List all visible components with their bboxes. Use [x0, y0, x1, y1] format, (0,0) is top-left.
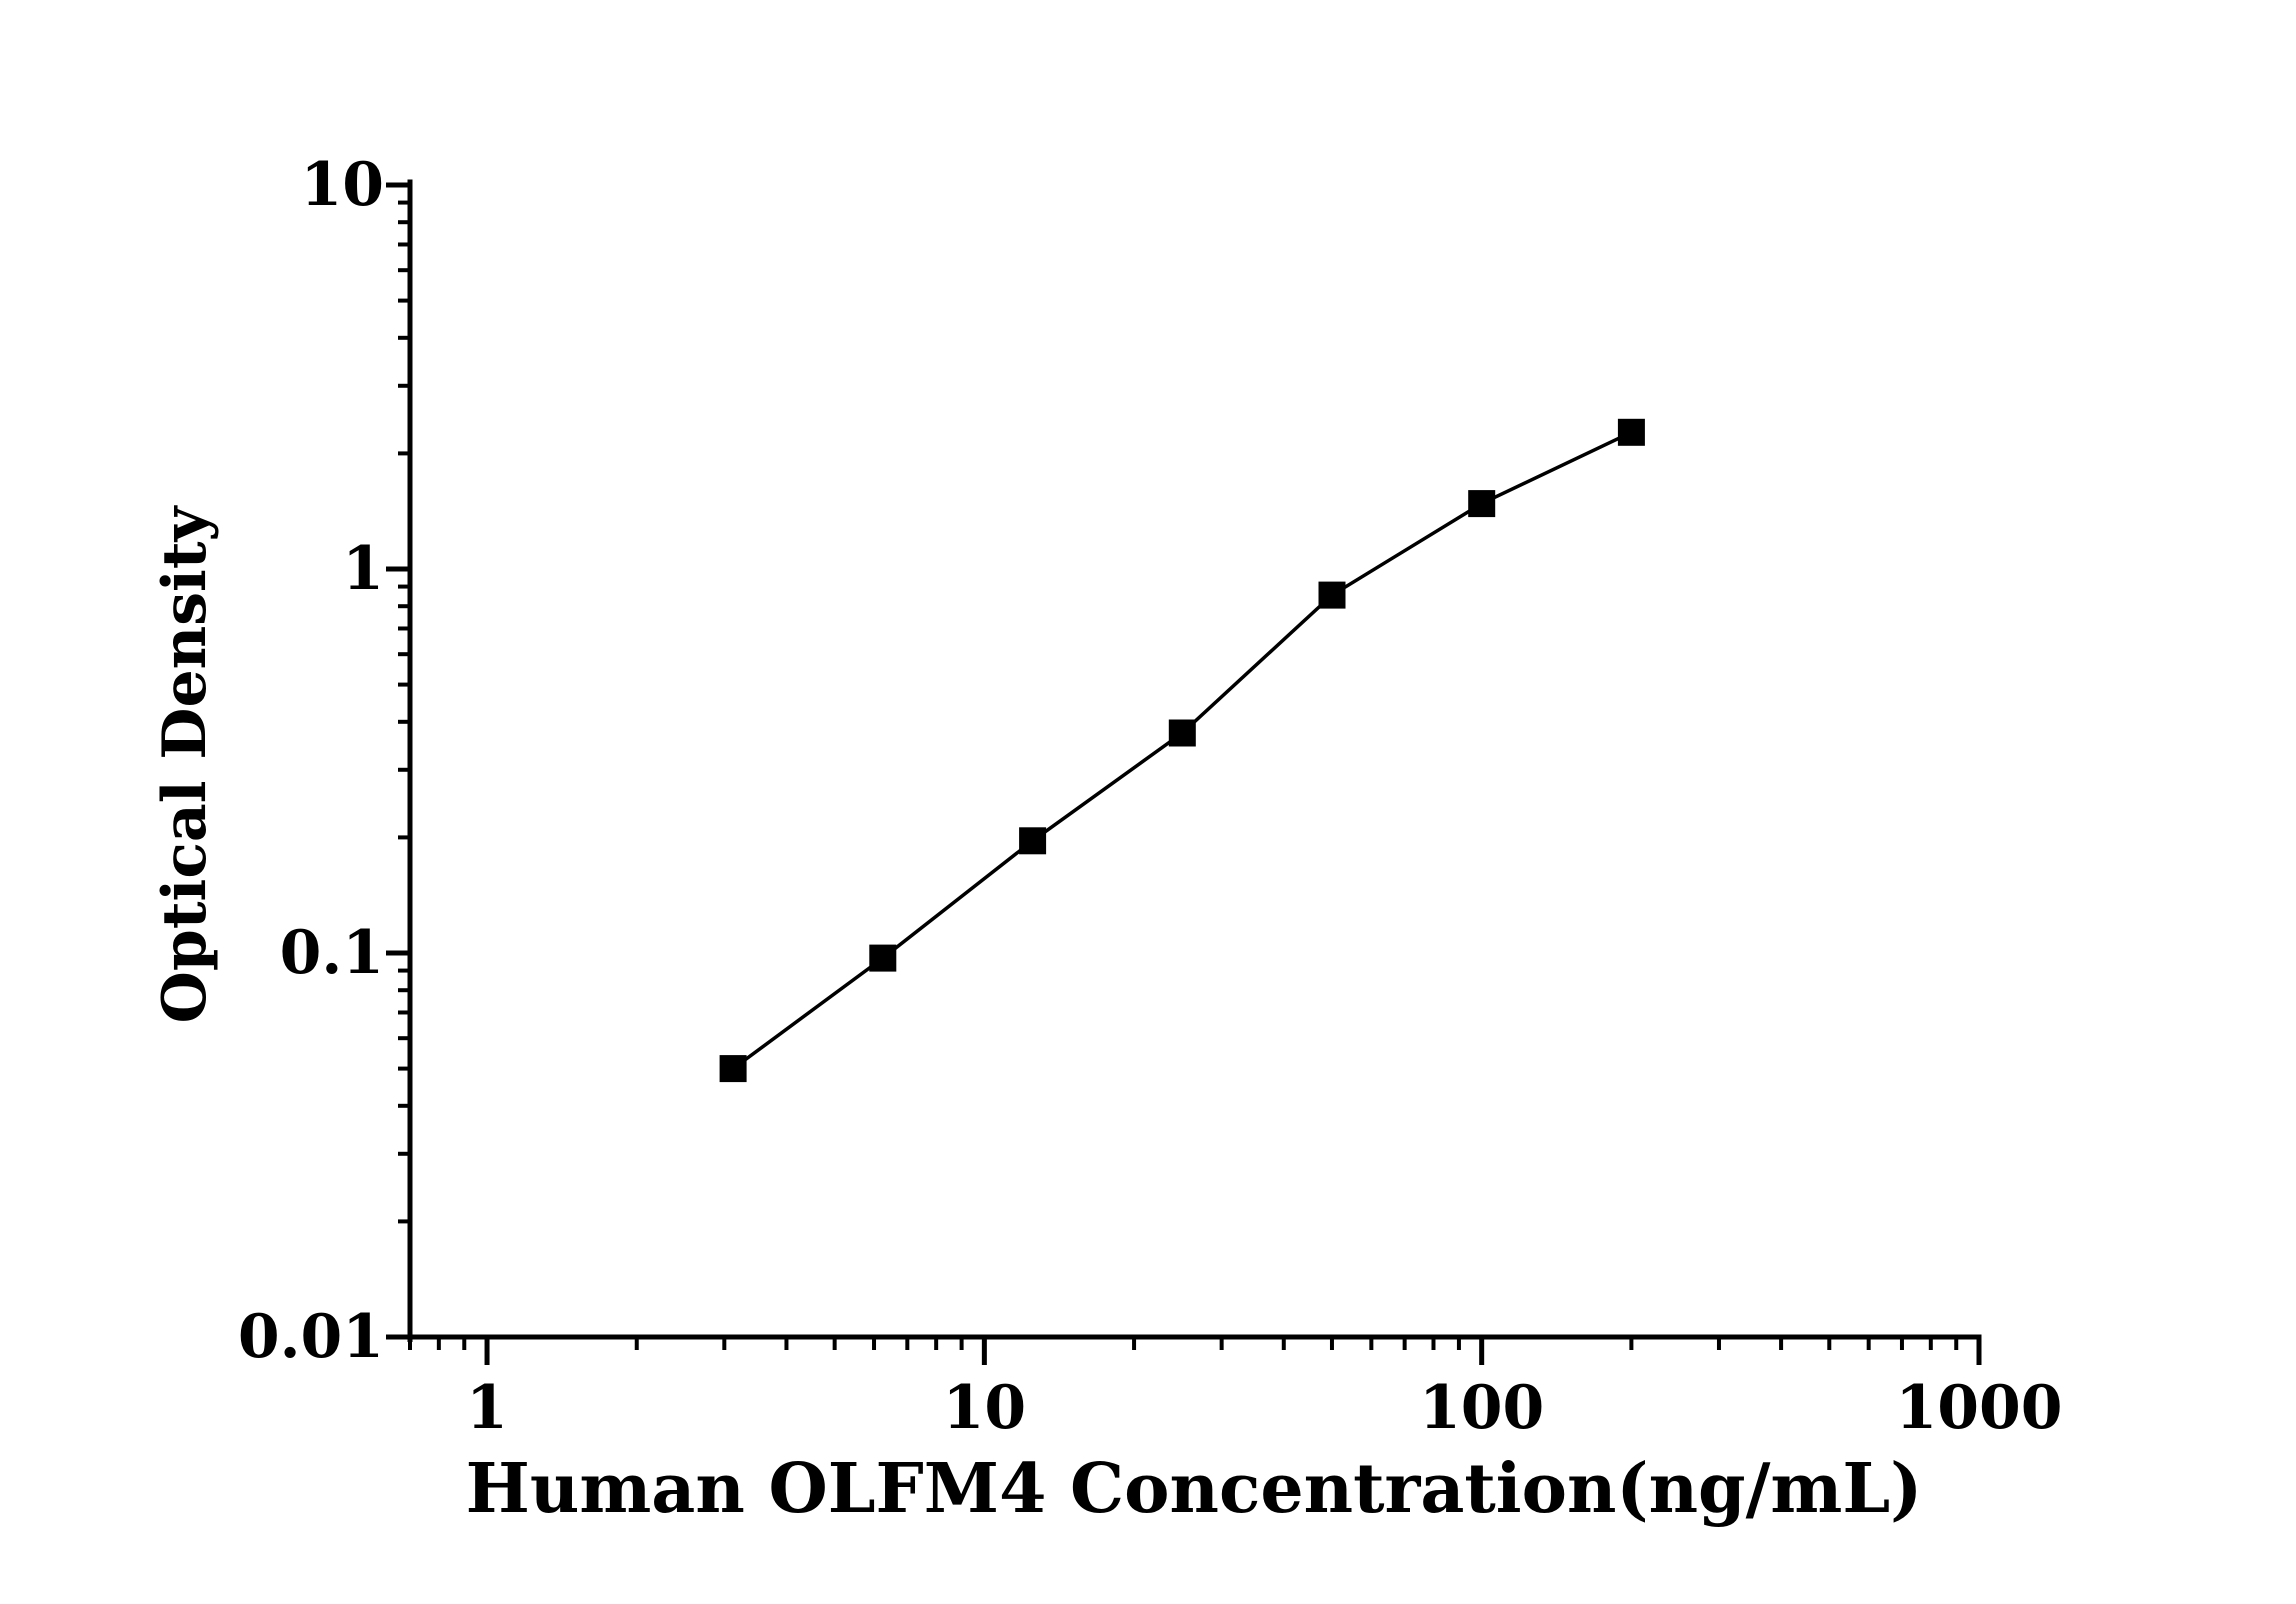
x-tick-label: 10: [943, 1373, 1027, 1443]
data-point-marker: [719, 1055, 747, 1083]
data-point-marker: [1468, 490, 1496, 518]
x-tick-label: 1000: [1896, 1373, 2063, 1443]
data-point-marker: [1617, 418, 1645, 446]
x-axis-title: Human OLFM4 Concentration(ng/mL): [466, 1449, 1923, 1529]
data-point-marker: [1318, 581, 1346, 609]
axis-lines: [405, 179, 1982, 1342]
data-point-marker: [1168, 719, 1196, 747]
y-tick-label: 0.1: [280, 918, 384, 988]
series-line: [732, 430, 1633, 1071]
y-tick-label: 0.01: [238, 1302, 384, 1372]
data-point-marker: [1019, 827, 1047, 855]
y-tick-label: 1: [342, 534, 384, 604]
series-plot: [719, 418, 1645, 1083]
y-axis-title: Optical Density: [150, 504, 220, 1023]
x-tick-label: 100: [1419, 1373, 1544, 1443]
tick-labels: 1 10 100 1000 10 1 0.1 0.01: [238, 150, 2063, 1443]
data-point-marker: [869, 944, 897, 972]
x-tick-label: 1: [466, 1373, 508, 1443]
axis-ticks: [386, 182, 1982, 1365]
y-tick-label: 10: [301, 150, 385, 220]
